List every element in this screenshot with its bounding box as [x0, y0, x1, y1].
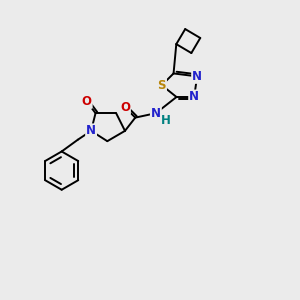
Text: O: O — [82, 95, 92, 108]
Text: N: N — [86, 124, 96, 137]
Text: N: N — [151, 107, 161, 120]
Text: H: H — [161, 114, 171, 127]
Text: N: N — [189, 91, 199, 103]
Text: S: S — [158, 79, 166, 92]
Text: O: O — [120, 101, 130, 114]
Text: N: N — [192, 70, 202, 83]
